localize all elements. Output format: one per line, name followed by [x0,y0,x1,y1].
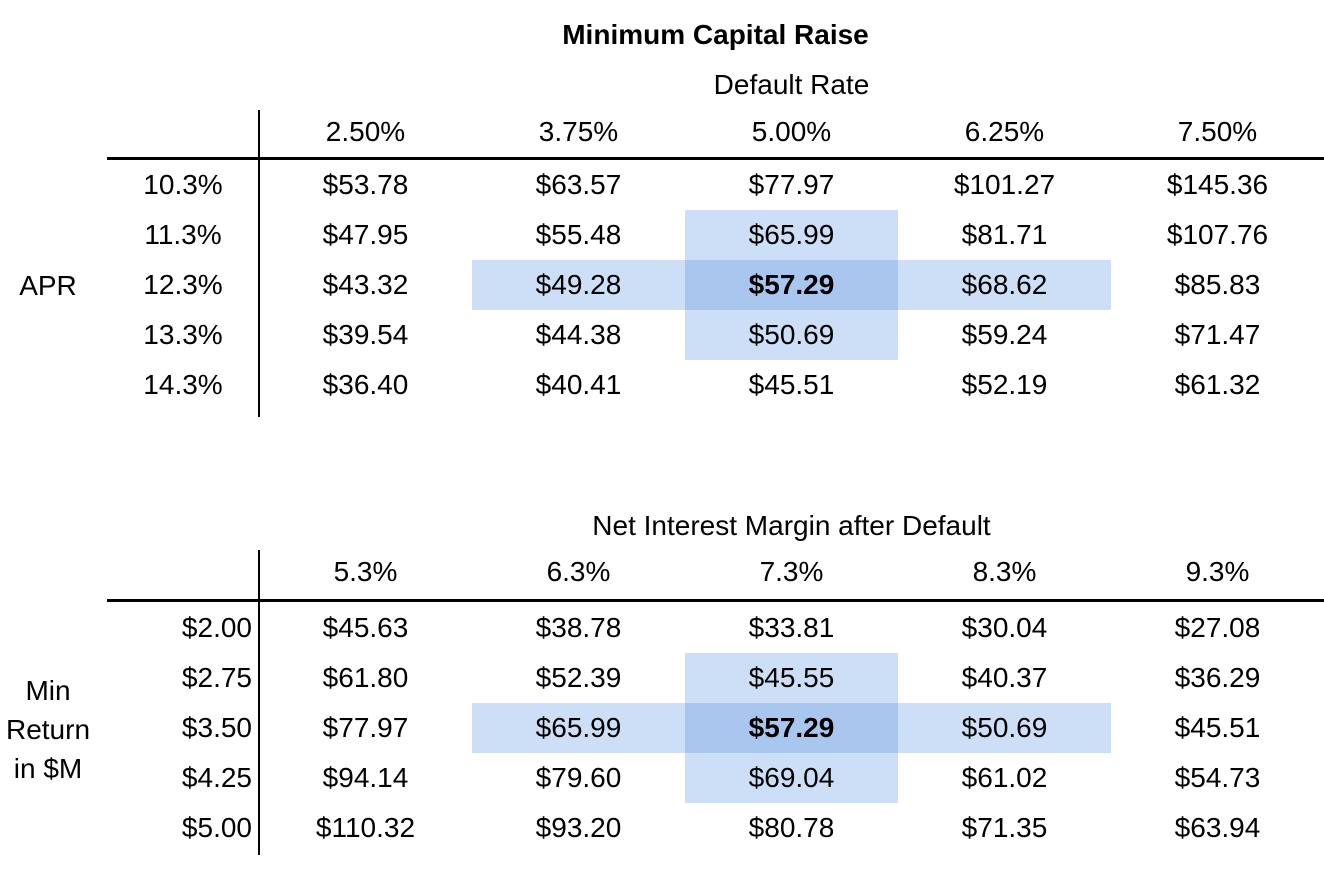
row-header: $2.75 [181,662,252,693]
value-cell: $77.97 [748,169,835,200]
value-cell: $43.32 [322,269,409,300]
value-cell: $50.69 [685,310,898,360]
row-header: $5.00 [181,812,252,843]
table-body: $2.00 $45.63 $38.78 $33.81 $30.04 $27.08 $2.75… [107,603,1324,853]
value-cell: $63.94 [1174,812,1261,843]
column-header: 5.3% [333,556,398,587]
value-cell: $80.78 [748,812,835,843]
value-cell: $110.32 [315,812,416,843]
row-axis-label-line: Min [25,675,71,706]
value-cell: $94.14 [322,762,409,793]
value-cell: $50.69 [898,703,1111,753]
axis-divider-line [258,550,260,855]
base-case-cell: $57.29 [685,260,898,310]
value-cell: $45.51 [748,369,835,400]
value-cell: $145.36 [1166,169,1269,200]
value-cell: $63.57 [535,169,622,200]
value-cell: $65.99 [472,703,685,753]
row-header: 14.3% [143,369,223,400]
value-cell: $71.35 [961,812,1048,843]
row-axis-label-line: APR [19,270,77,301]
value-cell: $65.99 [685,210,898,260]
row-axis-label: Min Return in $M [0,671,96,788]
column-header: 2.50% [325,115,406,147]
value-cell: $53.78 [322,169,409,200]
corner-cell [107,545,259,599]
value-cell: $49.28 [472,260,685,310]
row-axis-label-line: Return [5,714,91,745]
value-cell: $61.80 [322,662,409,693]
col-axis-label: Default Rate [713,69,870,100]
value-cell: $54.73 [1174,762,1261,793]
value-cell: $77.97 [322,712,409,743]
row-header: $3.50 [181,712,252,743]
value-cell: $101.27 [953,169,1056,200]
value-cell: $36.29 [1174,662,1261,693]
row-header: 11.3% [144,219,222,250]
value-cell: $85.83 [1174,269,1261,300]
column-header-row: 2.50% 3.75% 5.00% 6.25% 7.50% [107,106,1324,157]
value-cell: $38.78 [535,612,622,643]
column-header: 7.3% [759,556,824,587]
value-cell: $45.55 [685,653,898,703]
table-title: Minimum Capital Raise [562,19,869,50]
column-header: 5.00% [751,115,832,147]
value-cell: $93.20 [535,812,622,843]
value-cell: $36.40 [322,369,409,400]
value-cell: $52.19 [961,369,1048,400]
value-cell: $40.41 [535,369,622,400]
value-cell: $71.47 [1174,319,1261,350]
value-cell: $27.08 [1174,612,1261,643]
column-header-row: 5.3% 6.3% 7.3% 8.3% 9.3% [107,545,1324,599]
row-header: $4.25 [181,762,252,793]
table-body: 10.3% $53.78 $63.57 $77.97 $101.27 $145.36 11.… [107,160,1324,410]
value-cell: $61.02 [961,762,1048,793]
value-cell: $69.04 [685,753,898,803]
value-cell: $45.63 [322,612,409,643]
column-header: 7.50% [1177,115,1258,147]
value-cell: $39.54 [322,319,409,350]
column-header: 3.75% [538,115,619,147]
column-header: 8.3% [972,556,1037,587]
value-cell: $33.81 [748,612,835,643]
value-cell: $68.62 [898,260,1111,310]
value-cell: $40.37 [961,662,1048,693]
header-divider-line [107,157,1324,160]
row-header: 10.3% [143,169,223,200]
base-case-cell: $57.29 [685,703,898,753]
column-header: 6.25% [964,115,1045,147]
value-cell: $47.95 [322,219,409,250]
value-cell: $45.51 [1174,712,1261,743]
value-cell: $59.24 [961,319,1048,350]
col-axis-label: Net Interest Margin after Default [592,510,991,541]
axis-divider-line [258,110,260,417]
value-cell: $81.71 [961,219,1048,250]
value-cell: $79.60 [535,762,622,793]
value-cell: $30.04 [961,612,1048,643]
value-cell: $61.32 [1174,369,1261,400]
column-header: 9.3% [1185,556,1250,587]
row-header: 12.3% [143,269,223,300]
value-cell: $44.38 [535,319,622,350]
row-axis-label-line: in $M [13,753,83,784]
value-cell: $107.76 [1166,219,1269,250]
value-cell: $52.39 [535,662,622,693]
row-header: 13.3% [143,319,223,350]
row-axis-label: APR [0,266,96,305]
column-header: 6.3% [546,556,611,587]
value-cell: $55.48 [535,219,622,250]
row-header: $2.00 [181,612,252,643]
header-divider-line [107,599,1324,602]
